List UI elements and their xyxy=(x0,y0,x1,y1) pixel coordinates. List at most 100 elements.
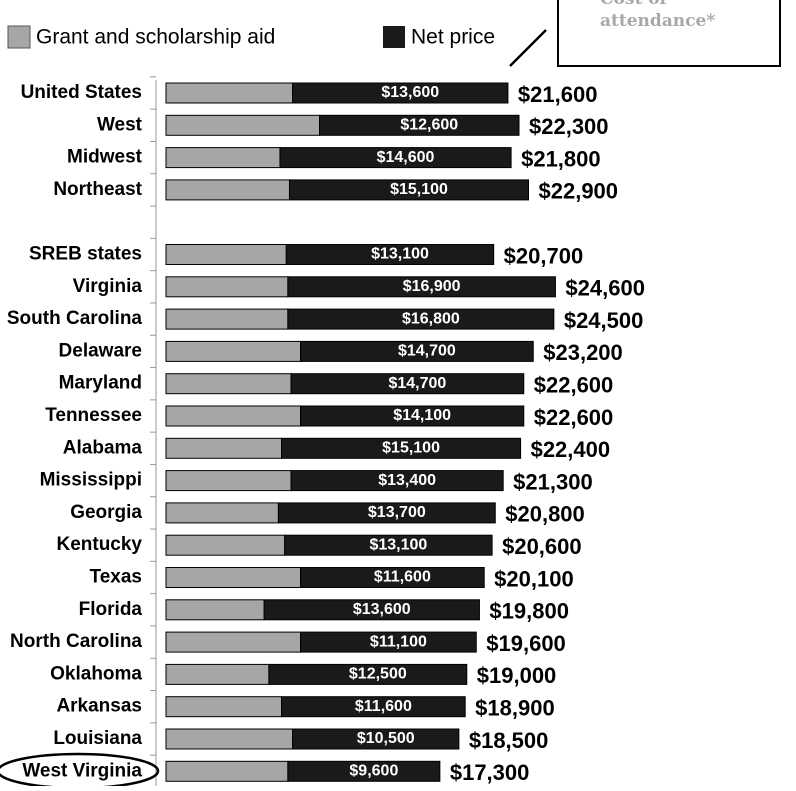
bar-segment xyxy=(165,534,286,556)
total-label: $18,500 xyxy=(469,728,549,753)
bar-segment xyxy=(165,760,289,782)
bar-segment xyxy=(165,179,290,201)
value-label: $13,100 xyxy=(371,246,429,263)
value-label: $14,700 xyxy=(388,375,446,392)
category-label: Mississippi xyxy=(40,470,142,491)
bar-segment xyxy=(165,308,289,330)
total-label: $18,900 xyxy=(475,696,555,721)
bar-segment xyxy=(165,663,270,685)
category-label: Maryland xyxy=(59,373,142,394)
bar-segment xyxy=(300,567,485,588)
bar-segment xyxy=(287,760,441,782)
legend-swatch-net xyxy=(383,26,405,48)
total-label: $19,600 xyxy=(486,631,566,656)
total-label: $20,700 xyxy=(504,243,584,268)
bar-segment xyxy=(165,567,302,588)
value-label: $11,100 xyxy=(370,633,427,650)
total-label: $22,900 xyxy=(539,179,619,204)
bar-segment xyxy=(165,696,283,718)
total-label: $22,600 xyxy=(534,373,614,398)
category-label: Oklahoma xyxy=(50,663,142,684)
category-label: Florida xyxy=(79,599,143,620)
value-label: $12,600 xyxy=(400,117,458,134)
category-label: Tennessee xyxy=(45,405,142,426)
total-label: $23,200 xyxy=(543,340,623,365)
category-label: Virginia xyxy=(73,276,143,297)
bar-segment xyxy=(165,373,292,395)
legend-label: Net price xyxy=(411,26,495,49)
category-label: Midwest xyxy=(67,147,143,168)
bar-segment xyxy=(290,470,504,492)
bar-segment xyxy=(281,437,522,459)
bar-segment xyxy=(165,728,294,750)
value-label: $14,700 xyxy=(398,343,456,360)
total-label: $19,800 xyxy=(489,599,569,624)
legend-label: Grant and scholarship aid xyxy=(36,26,275,49)
value-label: $14,100 xyxy=(393,407,451,424)
category-label: South Carolina xyxy=(7,308,143,329)
value-label: $13,100 xyxy=(369,536,427,553)
bar-segment xyxy=(281,696,466,718)
value-label: $16,800 xyxy=(402,310,460,327)
total-label: $24,600 xyxy=(565,276,645,301)
total-label: $17,300 xyxy=(450,760,530,785)
bar-segment xyxy=(165,437,283,459)
total-label: $22,300 xyxy=(529,114,609,139)
bar-segment xyxy=(319,114,520,136)
bar-segment xyxy=(165,470,292,492)
category-label: Texas xyxy=(90,567,142,588)
bar-segment xyxy=(165,276,289,298)
value-label: $15,100 xyxy=(382,440,440,457)
bar-segment xyxy=(165,340,302,362)
bar-segment xyxy=(165,405,302,427)
category-label: West xyxy=(97,114,143,135)
category-label: Georgia xyxy=(70,502,142,523)
bar-segment xyxy=(279,147,512,169)
bar-segment xyxy=(300,340,534,362)
bar-segment xyxy=(277,502,496,524)
bar-segment xyxy=(290,373,525,395)
value-label: $13,400 xyxy=(378,472,436,489)
legend-swatch-grant xyxy=(7,25,31,49)
value-label: $13,700 xyxy=(368,504,426,521)
bar-segment xyxy=(165,147,281,169)
value-label: $12,500 xyxy=(349,666,407,683)
bar-segment xyxy=(165,244,287,265)
category-label: Louisiana xyxy=(53,728,142,749)
category-label: Delaware xyxy=(59,340,142,361)
bar-segment xyxy=(292,82,509,104)
value-label: $11,600 xyxy=(374,569,431,586)
annotation-wrap: Cost of attendance* xyxy=(600,0,715,31)
value-label: $9,600 xyxy=(349,763,398,780)
total-label: $19,000 xyxy=(477,663,557,688)
bar-segment xyxy=(263,599,480,621)
bar-segment xyxy=(292,728,460,750)
value-label: $13,600 xyxy=(381,84,439,101)
total-label: $20,600 xyxy=(502,534,582,559)
total-label: $24,500 xyxy=(564,308,644,333)
bar-segment xyxy=(285,244,495,265)
category-label: United States xyxy=(21,82,142,103)
category-label: SREB states xyxy=(29,244,142,265)
value-label: $13,600 xyxy=(353,601,411,618)
bar-segment xyxy=(287,308,555,330)
bar-segment xyxy=(288,179,530,201)
category-label: West Virginia xyxy=(22,760,142,781)
annotation-box xyxy=(557,0,781,67)
category-label: North Carolina xyxy=(10,631,142,652)
value-label: $10,500 xyxy=(357,730,415,747)
total-label: $20,800 xyxy=(505,502,585,527)
category-label: Alabama xyxy=(63,437,143,458)
bar-segment xyxy=(165,82,294,104)
total-label: $21,600 xyxy=(518,82,598,107)
total-label: $22,600 xyxy=(534,405,614,430)
value-label: $16,900 xyxy=(403,278,461,295)
bar-segment xyxy=(165,631,302,653)
bar-segment xyxy=(300,631,477,653)
category-label: Northeast xyxy=(53,179,142,200)
bar-segment xyxy=(268,663,468,685)
annotation-pointer xyxy=(509,29,547,67)
total-label: $21,300 xyxy=(513,469,593,494)
value-label: $15,100 xyxy=(390,181,448,198)
